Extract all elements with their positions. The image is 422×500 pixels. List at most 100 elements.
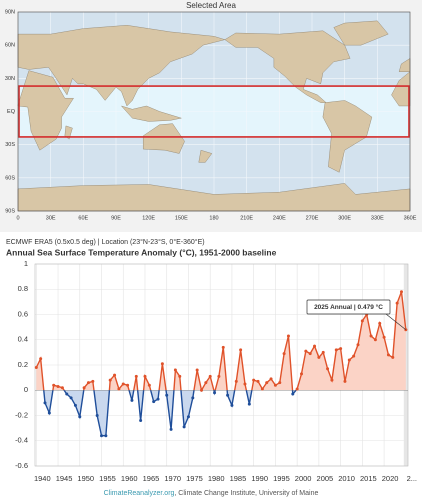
point	[78, 415, 82, 419]
lat-label: 90N	[5, 9, 15, 15]
point	[386, 353, 390, 357]
land	[64, 125, 73, 140]
x-tick-label: 1945	[56, 474, 73, 483]
map-title: Selected Area	[186, 1, 236, 10]
source: ClimateReanalyzer.org, Climate Change In…	[104, 490, 319, 497]
point	[208, 374, 212, 378]
point	[230, 403, 234, 407]
point	[395, 301, 399, 305]
y-tick-label: 0.6	[18, 309, 28, 318]
source-link[interactable]: ClimateReanalyzer.org	[104, 490, 175, 497]
x-tick-label: 1960	[121, 474, 138, 483]
x-tick-label: 2015	[360, 474, 377, 483]
lon-label: 210E	[240, 215, 253, 221]
point	[299, 372, 303, 376]
point	[269, 377, 273, 381]
lon-label: 30E	[46, 215, 56, 221]
point	[143, 374, 147, 378]
lon-label: 300E	[338, 215, 351, 221]
lat-label: 60N	[5, 43, 15, 49]
point	[82, 386, 86, 390]
point	[195, 368, 199, 372]
point	[369, 334, 373, 338]
point	[313, 344, 317, 348]
lon-label: 330E	[371, 215, 384, 221]
point	[282, 352, 286, 356]
x-tick-label: 2010	[338, 474, 355, 483]
land	[198, 149, 213, 163]
point	[47, 411, 51, 415]
point	[295, 387, 299, 391]
lat-label: 30N	[5, 76, 15, 82]
point	[334, 348, 338, 352]
point	[86, 381, 90, 385]
point	[239, 348, 243, 352]
land	[333, 20, 389, 46]
x-tick-label: 1955	[99, 474, 116, 483]
lat-label: 30S	[5, 142, 15, 148]
y-tick-label: 0.2	[18, 360, 28, 369]
point	[321, 350, 325, 354]
lon-label: 150E	[175, 215, 188, 221]
point	[117, 387, 121, 391]
point	[169, 427, 173, 431]
point	[134, 374, 138, 378]
point	[256, 379, 260, 383]
point	[265, 381, 269, 385]
lon-label: 180	[209, 215, 218, 221]
point	[234, 379, 238, 383]
point	[73, 403, 77, 407]
x-tick-label: 1950	[77, 474, 94, 483]
point	[65, 392, 69, 396]
area-above	[36, 291, 406, 391]
point	[378, 321, 382, 325]
selected-area-box	[18, 85, 410, 138]
point	[347, 358, 351, 362]
point	[317, 355, 321, 359]
point	[373, 338, 377, 342]
point	[56, 384, 60, 388]
y-tick-label: 1	[24, 259, 28, 268]
y-tick-label: -0.2	[15, 410, 28, 419]
point	[339, 347, 343, 351]
point	[39, 357, 43, 361]
point	[278, 381, 282, 385]
x-tick-label: 2...	[407, 474, 417, 483]
line-above	[35, 291, 407, 391]
point	[391, 355, 395, 359]
point	[217, 374, 221, 378]
lon-label: 0	[16, 215, 19, 221]
point	[186, 415, 190, 419]
y-tick-label: 0.4	[18, 335, 28, 344]
point	[139, 419, 143, 423]
point	[60, 386, 64, 390]
lon-label: 360E	[404, 215, 417, 221]
point	[360, 319, 364, 323]
point	[147, 383, 151, 387]
point	[173, 368, 177, 372]
point	[286, 334, 290, 338]
point	[252, 378, 256, 382]
chart-subtitle: ECMWF ERA5 (0.5x0.5 deg) | Location (23°…	[6, 238, 205, 246]
x-tick-label: 1965	[143, 474, 160, 483]
land	[120, 105, 182, 122]
chart: -0.6 -0.4 -0.2 0 0.2 0.4 0.6 0.8 1 1940 1945 1950 19…	[15, 259, 417, 483]
point	[260, 387, 264, 391]
point	[273, 383, 277, 387]
point	[113, 373, 117, 377]
point	[156, 397, 160, 401]
plot-frame	[34, 263, 409, 467]
x-tick-label: 1975	[186, 474, 203, 483]
point	[182, 425, 186, 429]
x-tick-label: 1990	[251, 474, 268, 483]
point	[108, 378, 112, 382]
point	[191, 396, 195, 400]
lon-label: 120E	[142, 215, 155, 221]
land	[143, 123, 185, 154]
map-frame	[17, 11, 411, 212]
point	[178, 374, 182, 378]
point	[152, 400, 156, 404]
point	[95, 414, 99, 417]
area-below	[36, 390, 406, 436]
